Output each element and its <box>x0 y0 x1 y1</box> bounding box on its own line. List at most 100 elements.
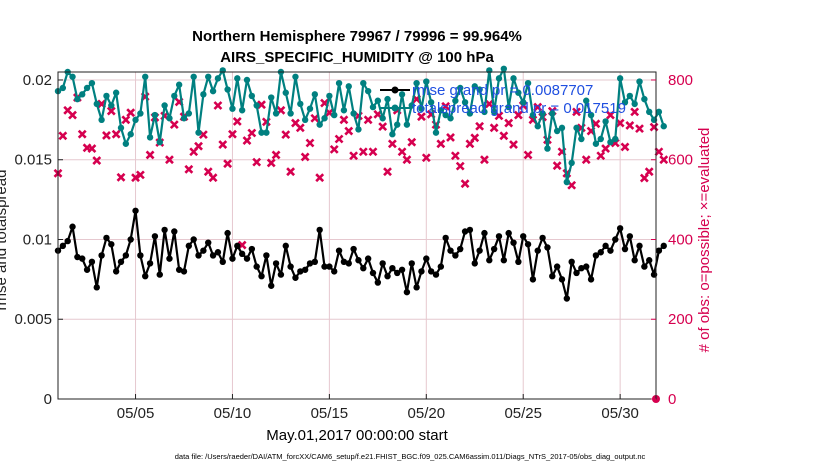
totalspread-point <box>447 115 454 122</box>
rmse-point <box>350 245 357 253</box>
totalspread-point <box>301 116 309 124</box>
obs-marker-stroke <box>324 108 334 118</box>
obs-marker <box>184 164 194 174</box>
totalspread-point <box>423 78 430 85</box>
totalspread-point <box>515 89 522 96</box>
rmse-point <box>379 260 386 267</box>
totalspread-point <box>486 67 493 74</box>
obs-marker <box>102 130 111 140</box>
obs-marker-stroke <box>92 156 102 165</box>
obs-marker-stroke <box>218 140 228 149</box>
obs-marker-stroke <box>247 128 257 138</box>
rmse-point <box>248 245 256 253</box>
obs-marker-stroke <box>87 144 97 153</box>
totalspread-point <box>660 123 667 130</box>
rmse-point <box>587 276 595 283</box>
rmse-point <box>311 258 319 266</box>
x-tick-label: 05/05 <box>117 405 155 422</box>
totalspread-point <box>335 79 343 87</box>
obs-marker-stroke <box>286 167 296 177</box>
obs-marker <box>644 167 654 177</box>
rmse-point <box>345 260 352 267</box>
totalspread-point <box>534 123 541 130</box>
obs-marker <box>329 144 339 154</box>
rmse-point <box>466 226 474 234</box>
totalspread-point <box>205 73 212 80</box>
rmse-point <box>316 226 323 234</box>
obs-marker <box>620 142 630 152</box>
totalspread-point <box>539 110 546 117</box>
totalspread-point <box>471 83 478 90</box>
totalspread-point <box>292 73 299 80</box>
obs-marker <box>126 108 136 118</box>
obs-marker-stroke <box>455 161 465 171</box>
obs-marker <box>165 155 174 165</box>
totalspread-point <box>646 108 653 116</box>
x-axis-label: May.01,2017 00:00:00 start <box>266 427 448 444</box>
rmse-point <box>355 257 362 264</box>
totalspread-point <box>403 121 411 128</box>
rmse-point <box>306 260 314 267</box>
rmse-point <box>195 252 202 259</box>
rmse-point <box>427 268 435 275</box>
legend-label-rmse: rmse grand pr = 0.0087707 <box>412 82 593 99</box>
rmse-point <box>253 263 260 270</box>
obs-marker <box>111 129 121 139</box>
totalspread-point <box>234 75 241 82</box>
rmse-point <box>515 258 522 266</box>
y-axis-label-right: # of obs: o=possible; ×=evaluated <box>696 128 713 353</box>
obs-marker <box>421 153 431 163</box>
rmse-point <box>646 257 653 264</box>
obs-marker-stroke <box>606 110 615 120</box>
totalspread-point <box>616 75 624 82</box>
rmse-point <box>214 249 222 256</box>
totalspread-point <box>69 73 76 80</box>
x-tick-label: 05/20 <box>408 405 446 422</box>
totalspread-point <box>180 115 188 122</box>
obs-marker-stroke <box>121 115 131 125</box>
obs-marker-stroke <box>339 115 349 125</box>
rmse-point <box>83 266 91 273</box>
rmse-point <box>437 263 445 270</box>
rmse-point <box>321 263 328 270</box>
totalspread-point <box>374 97 382 104</box>
obs-marker-stroke <box>499 131 509 141</box>
obs-marker <box>68 110 77 120</box>
obs-marker <box>271 150 281 160</box>
totalspread-point <box>132 116 139 124</box>
totalspread-point <box>209 87 217 95</box>
obs-marker <box>87 144 97 153</box>
obs-marker <box>436 139 446 149</box>
totalspread-point <box>520 99 527 106</box>
obs-marker <box>252 157 262 167</box>
obs-marker <box>606 110 615 120</box>
obs-marker <box>334 134 344 144</box>
rmse-point <box>592 252 600 259</box>
totalspread-point <box>442 111 449 119</box>
obs-marker-stroke <box>310 113 320 123</box>
totalspread-point <box>195 129 202 136</box>
rmse-point <box>88 258 96 266</box>
totalspread-point <box>573 124 580 132</box>
obs-marker-stroke <box>169 120 179 130</box>
rmse-point <box>171 228 178 235</box>
totalspread-point <box>466 110 474 117</box>
totalspread-point <box>418 105 425 112</box>
totalspread-point <box>238 107 246 114</box>
rmse-point <box>292 274 299 281</box>
obs-marker <box>387 139 397 149</box>
rmse-point <box>190 236 197 243</box>
rmse-point <box>287 263 294 270</box>
data-file-footer: data file: /Users/raeder/DAI/ATM_forcXX/… <box>175 452 646 461</box>
totalspread-point <box>122 140 130 147</box>
totalspread-point <box>171 92 178 100</box>
obs-marker-stroke <box>203 167 213 177</box>
totalspread-point <box>350 110 357 117</box>
rmse-point <box>277 271 285 278</box>
totalspread-point <box>112 89 120 96</box>
totalspread-point <box>549 110 556 117</box>
totalspread-point <box>553 127 561 135</box>
obs-marker-stroke <box>421 153 431 163</box>
totalspread-point <box>578 135 585 143</box>
totalspread-point <box>597 135 604 143</box>
